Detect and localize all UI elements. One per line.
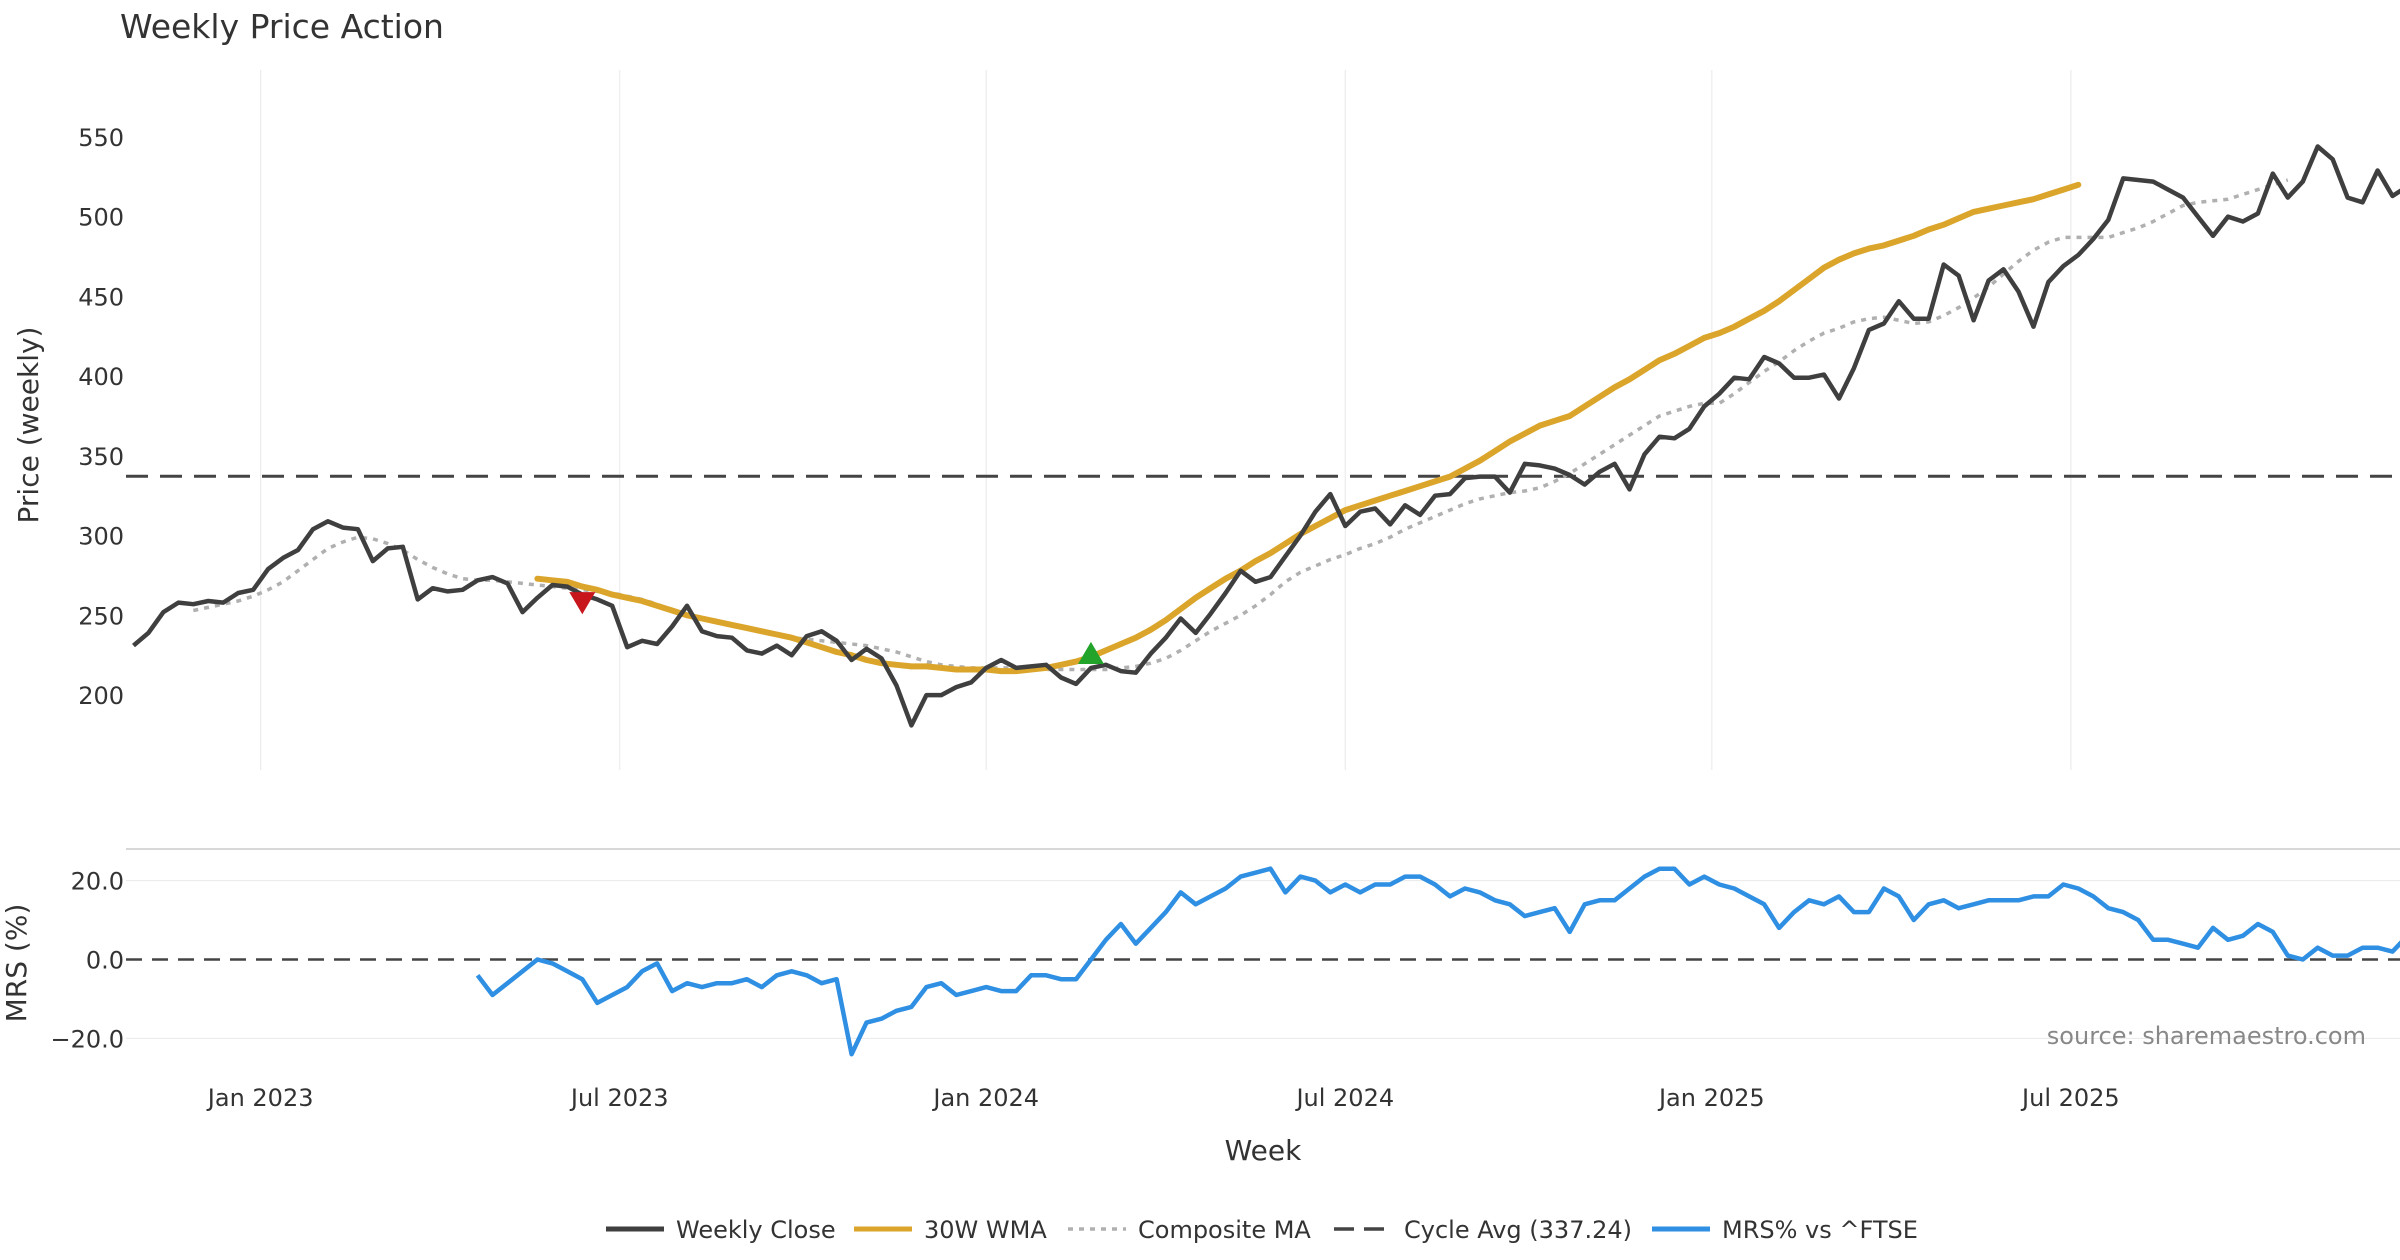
mrs-y-tick-label: 20.0 [71, 868, 124, 896]
y-tick-label: 300 [78, 523, 124, 551]
y-tick-label: 200 [78, 682, 124, 710]
y-tick-label: 250 [78, 602, 124, 630]
weekly-close-line [132, 144, 2400, 728]
y-axis-label-price: Price (weekly) [12, 327, 45, 524]
legend-label: Weekly Close [676, 1216, 836, 1244]
source-credit: source: sharemaestro.com [2047, 1022, 2366, 1050]
x-tick-label: Jan 2025 [1657, 1084, 1765, 1112]
y-tick-label: 550 [78, 124, 124, 152]
y-tick-label: 500 [78, 204, 124, 232]
y-axis-label-mrs: MRS (%) [0, 904, 33, 1023]
buy-signal-marker [1077, 641, 1104, 664]
signal-markers [569, 592, 1104, 664]
mrs-y-tick-label: 0.0 [86, 947, 124, 975]
y-tick-label: 350 [78, 443, 124, 471]
mrs-y-tick-label: −20.0 [50, 1025, 124, 1053]
x-ticks: Jan 2023 Jul 2023 Jan 2024 Jul 2024 Jan 2025… [206, 1084, 2120, 1112]
legend-label: 30W WMA [924, 1216, 1047, 1244]
x-axis-label: Week [1225, 1134, 1302, 1167]
x-tick-label: Jul 2024 [1294, 1084, 1394, 1112]
upper-y-ticks: 200 250 300 350 400 450 500 550 [78, 124, 124, 710]
x-tick-label: Jul 2023 [569, 1084, 669, 1112]
x-tick-label: Jan 2023 [206, 1084, 314, 1112]
legend-label: Cycle Avg (337.24) [1404, 1216, 1632, 1244]
composite-ma-line [192, 178, 2289, 672]
x-tick-label: Jul 2025 [2020, 1084, 2120, 1112]
mrs-line [475, 866, 2400, 1057]
legend: Weekly Close 30W WMA Composite MA Cycle Avg… [606, 1216, 1918, 1244]
y-tick-label: 450 [78, 283, 124, 311]
legend-label: Composite MA [1138, 1216, 1311, 1244]
mrs-series [126, 866, 2400, 1057]
x-tick-label: Jan 2024 [931, 1084, 1039, 1112]
price-series [126, 144, 2400, 728]
sell-signal-marker [569, 592, 596, 615]
chart-title: Weekly Price Action [120, 7, 444, 46]
lower-y-ticks: 20.0 0.0 −20.0 [50, 868, 124, 1054]
legend-label: MRS% vs ^FTSE [1722, 1216, 1918, 1244]
y-tick-label: 400 [78, 363, 124, 391]
wma-30w-line [534, 181, 2082, 675]
